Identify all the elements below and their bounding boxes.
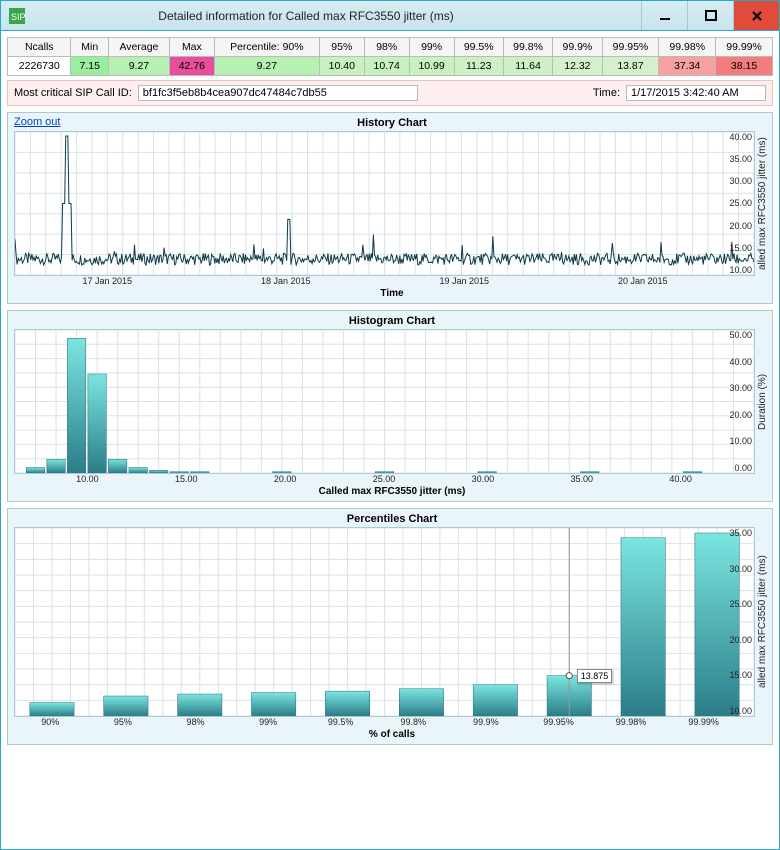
window-buttons — [641, 1, 779, 30]
histogram-xticks: 10.0015.0020.0025.0030.0035.0040.00 — [14, 474, 770, 484]
stats-cell: 13.87 — [602, 57, 659, 76]
stats-value-row: 22267307.159.2742.769.2710.4010.7410.991… — [8, 57, 773, 76]
close-button[interactable] — [733, 1, 779, 30]
histogram-panel: Histogram Chart 50.0040.0030.0020.0010.0… — [7, 310, 773, 502]
stats-cell: 11.23 — [454, 57, 503, 76]
stats-header: Ncalls — [8, 38, 71, 57]
stats-table: NcallsMinAverageMaxPercentile: 90%95%98%… — [7, 37, 773, 76]
history-panel: Zoom out History Chart 40.0035.0030.0025… — [7, 112, 773, 304]
percentile-tooltip: 13.875 — [577, 669, 613, 683]
minimize-button[interactable] — [641, 1, 687, 30]
time-label: Time: — [593, 87, 620, 99]
stats-header: Min — [71, 38, 108, 57]
title-bar: SIP Detailed information for Called max … — [1, 1, 779, 31]
stats-cell: 37.34 — [659, 57, 716, 76]
stats-header: 99.98% — [659, 38, 716, 57]
stats-header: Max — [169, 38, 214, 57]
stats-cell: 9.27 — [214, 57, 319, 76]
content-area: NcallsMinAverageMaxPercentile: 90%95%98%… — [1, 31, 779, 751]
history-plot[interactable]: 40.0035.0030.0025.0020.0015.0010.00 — [14, 131, 755, 276]
stats-header-row: NcallsMinAverageMaxPercentile: 90%95%98%… — [8, 38, 773, 57]
stats-header: 99.95% — [602, 38, 659, 57]
stats-cell: 2226730 — [8, 57, 71, 76]
stats-cell: 11.64 — [503, 57, 552, 76]
stats-header: 98% — [364, 38, 409, 57]
history-xlabel: Time — [14, 288, 770, 299]
stats-header: Percentile: 90% — [214, 38, 319, 57]
stats-cell: 10.99 — [409, 57, 454, 76]
histogram-xlabel: Called max RFC3550 jitter (ms) — [14, 486, 770, 497]
histogram-plot[interactable]: 50.0040.0030.0020.0010.000.00 — [14, 329, 755, 474]
info-row: Most critical SIP Call ID: Time: — [7, 80, 773, 106]
stats-cell: 7.15 — [71, 57, 108, 76]
stats-cell: 10.74 — [364, 57, 409, 76]
percentiles-xlabel: % of calls — [14, 729, 770, 740]
percentiles-title: Percentiles Chart — [14, 513, 770, 525]
percentiles-plot[interactable]: 35.0030.0025.0020.0015.0010.00 13.875 — [14, 527, 755, 717]
histogram-ylabel: Duration (%) — [755, 329, 770, 474]
stats-cell: 12.32 — [553, 57, 602, 76]
zoom-out-link[interactable]: Zoom out — [14, 116, 60, 128]
stats-header: 95% — [319, 38, 364, 57]
percentiles-xticks: 90%95%98%99%99.5%99.8%99.9%99.95%99.98%9… — [14, 717, 770, 727]
stats-cell: 42.76 — [169, 57, 214, 76]
stats-header: 99.99% — [716, 38, 773, 57]
history-ylabel: alled max RFC3550 jitter (ms) — [755, 131, 770, 276]
stats-header: 99.5% — [454, 38, 503, 57]
stats-cell: 10.40 — [319, 57, 364, 76]
percentiles-ylabel: alled max RFC3550 jitter (ms) — [755, 527, 770, 717]
stats-header: 99.9% — [553, 38, 602, 57]
call-id-label: Most critical SIP Call ID: — [14, 87, 132, 99]
stats-cell: 38.15 — [716, 57, 773, 76]
maximize-button[interactable] — [687, 1, 733, 30]
histogram-title: Histogram Chart — [14, 315, 770, 327]
history-title: History Chart — [14, 117, 770, 129]
stats-header: 99.8% — [503, 38, 552, 57]
stats-header: 99% — [409, 38, 454, 57]
history-xticks: 17 Jan 201518 Jan 201519 Jan 201520 Jan … — [14, 276, 770, 286]
stats-cell: 9.27 — [108, 57, 169, 76]
stats-header: Average — [108, 38, 169, 57]
time-input[interactable] — [626, 85, 766, 101]
window-title: Detailed information for Called max RFC3… — [0, 9, 641, 23]
percentiles-panel: Percentiles Chart 35.0030.0025.0020.0015… — [7, 508, 773, 745]
call-id-input[interactable] — [138, 85, 418, 101]
